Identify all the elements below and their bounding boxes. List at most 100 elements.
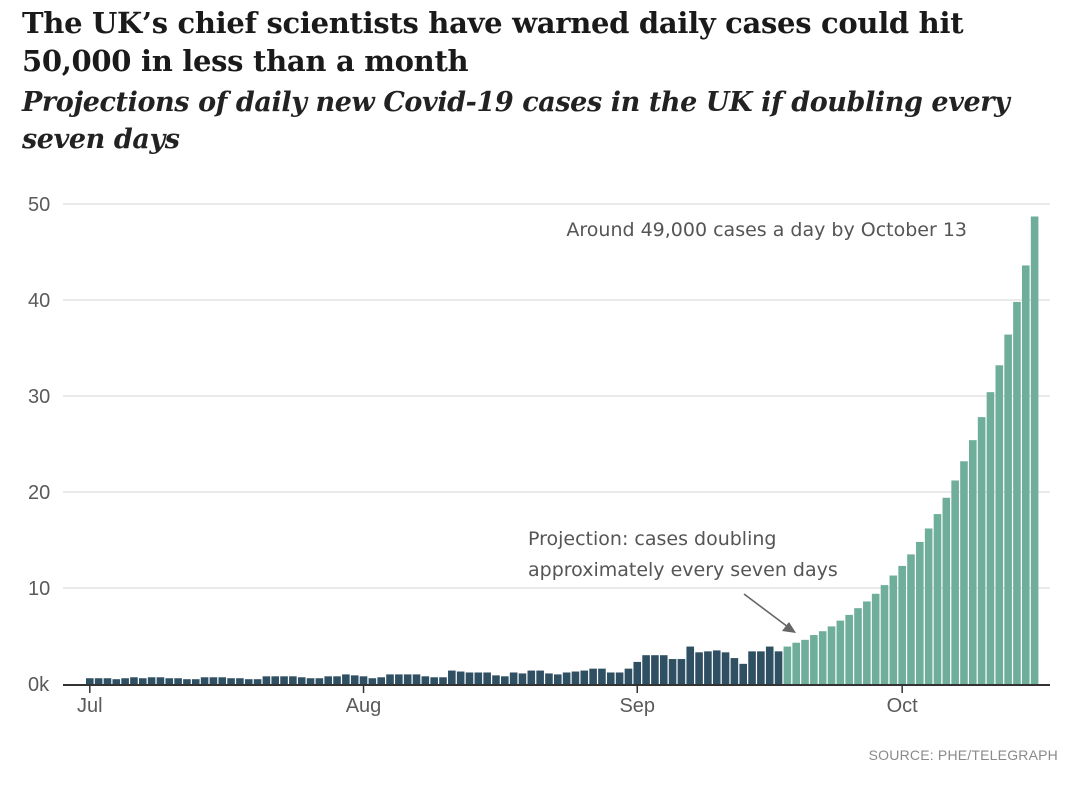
actual-bar [606, 672, 615, 684]
peak-annotation: Around 49,000 cases a day by October 13 [566, 219, 967, 241]
actual-bar [527, 670, 536, 684]
actual-bar [677, 659, 686, 684]
actual-bar [271, 676, 280, 684]
projection-bar [810, 635, 818, 684]
projection-bar [889, 575, 898, 684]
projection-arrow [743, 593, 789, 628]
actual-bar [483, 672, 491, 684]
actual-bar [624, 668, 633, 684]
actual-bar [774, 651, 783, 684]
projection-bar [818, 631, 827, 684]
actual-bar [430, 677, 438, 684]
actual-bar [403, 674, 412, 684]
actual-bar [218, 677, 227, 684]
y-tick-label: 0k [28, 674, 50, 696]
x-tick-label: Jul [77, 695, 103, 717]
projection-bar [995, 365, 1004, 684]
projection-bar [898, 565, 906, 684]
chart-subtitle: Projections of daily new Covid-19 cases … [22, 87, 1010, 155]
projection-bar [916, 541, 924, 684]
actual-bar [712, 650, 721, 684]
projection-bar [863, 601, 871, 684]
actual-bar [509, 672, 518, 684]
actual-bar [395, 674, 403, 684]
actual-bar [368, 678, 377, 684]
projection-bar [977, 417, 986, 684]
projection-bar [801, 639, 809, 684]
projection-bar [933, 514, 942, 684]
projection-bar [854, 608, 862, 684]
projection-annotation-line1: Projection: cases doubling [528, 528, 776, 550]
actual-bar [147, 677, 156, 684]
actual-bar [501, 676, 509, 684]
projection-bar [951, 480, 959, 684]
actual-bar [748, 651, 756, 684]
actual-bar [227, 678, 235, 684]
projection-bar [845, 614, 853, 684]
bars [86, 216, 1039, 685]
annotations: Around 49,000 cases a day by October 13 … [528, 219, 967, 633]
y-tick-label: 20 [28, 482, 50, 504]
actual-bar [642, 655, 650, 684]
actual-bar [236, 678, 244, 684]
projection-annotation-line2: approximately every seven days [528, 559, 838, 581]
actual-bar [103, 678, 112, 684]
x-tick-label: Sep [619, 695, 655, 717]
actual-bar [174, 678, 182, 684]
projection-bar [924, 528, 933, 684]
actual-bar [686, 646, 695, 684]
projection-bar [792, 642, 800, 684]
actual-bar [209, 677, 218, 684]
actual-bar [200, 677, 209, 684]
y-tick-label: 10 [28, 578, 50, 600]
y-tick-label: 30 [28, 386, 50, 408]
chart-title: The UK’s chief scientists have warned da… [22, 6, 964, 78]
actual-bar [183, 679, 191, 684]
projection-bar [1004, 334, 1012, 684]
actual-bar [492, 675, 500, 684]
actual-bar [730, 658, 739, 684]
projection-bar [907, 554, 915, 684]
actual-bar [598, 668, 606, 684]
actual-bar [439, 677, 447, 684]
actual-bar [589, 668, 597, 684]
actual-bar [94, 678, 103, 684]
actual-bar [377, 677, 385, 684]
actual-bar [456, 671, 465, 684]
x-tick-label: Aug [346, 695, 382, 717]
y-tick-label: 50 [28, 194, 50, 216]
actual-bar [412, 674, 421, 684]
actual-bar [253, 679, 262, 684]
actual-bar [244, 679, 253, 684]
actual-bar [651, 655, 659, 684]
actual-bar [156, 677, 165, 684]
projection-bar [942, 497, 951, 684]
actual-bar [465, 672, 474, 684]
actual-bar [138, 678, 147, 684]
actual-bar [695, 652, 703, 684]
actual-bar [659, 655, 668, 684]
actual-bar [289, 676, 297, 684]
actual-bar [765, 646, 774, 684]
actual-bar [721, 652, 730, 684]
y-tick-label: 40 [28, 290, 50, 312]
actual-bar [545, 673, 553, 684]
actual-bar [121, 678, 129, 684]
actual-bar [562, 672, 571, 684]
actual-bar [448, 670, 456, 684]
actual-bar [668, 659, 677, 684]
actual-bar [474, 672, 483, 684]
source-credit: SOURCE: PHE/TELEGRAPH [868, 747, 1058, 763]
actual-bar [297, 677, 306, 684]
x-axis: Jul Aug Sep Oct [63, 684, 1050, 717]
projection-bar [960, 461, 968, 684]
actual-bar [571, 671, 580, 684]
projection-bar [836, 620, 845, 684]
y-axis-ticks: 0k 10 20 30 40 50 [28, 194, 50, 696]
actual-bar [324, 676, 333, 684]
actual-bar [333, 676, 341, 684]
projection-bar [1013, 301, 1021, 684]
actual-bar [350, 675, 359, 684]
actual-bar [112, 679, 121, 684]
